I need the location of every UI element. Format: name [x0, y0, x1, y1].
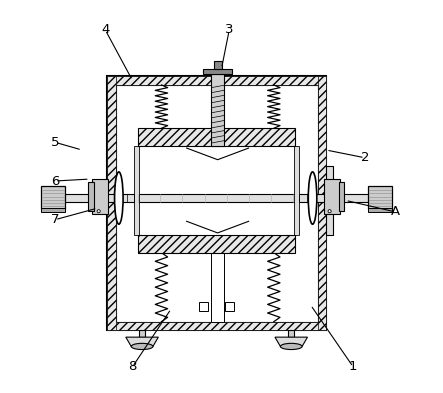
Text: 4: 4: [101, 24, 109, 37]
Ellipse shape: [328, 210, 331, 213]
Bar: [138, 128, 295, 146]
Bar: [107, 76, 326, 85]
Bar: [138, 235, 295, 253]
Text: 1: 1: [349, 360, 358, 373]
Text: 7: 7: [51, 213, 59, 226]
Bar: [225, 302, 234, 311]
Bar: [88, 182, 93, 211]
Polygon shape: [126, 337, 158, 347]
Text: 8: 8: [128, 360, 136, 373]
Bar: [107, 321, 326, 330]
Ellipse shape: [308, 172, 317, 224]
Bar: [49, 194, 386, 202]
Text: 2: 2: [361, 151, 369, 164]
Bar: [211, 74, 224, 146]
Bar: [199, 302, 208, 311]
Bar: [41, 186, 66, 209]
Bar: [324, 179, 340, 214]
Text: 5: 5: [51, 136, 59, 149]
Text: A: A: [391, 206, 400, 219]
Bar: [203, 69, 232, 74]
Bar: [139, 330, 145, 337]
Ellipse shape: [280, 343, 302, 349]
Bar: [368, 208, 392, 212]
Ellipse shape: [131, 343, 153, 349]
Bar: [338, 182, 344, 211]
Bar: [211, 253, 224, 321]
Polygon shape: [275, 337, 307, 347]
Bar: [134, 146, 140, 235]
Text: 6: 6: [51, 174, 59, 187]
Bar: [318, 76, 326, 330]
Bar: [294, 146, 299, 235]
Bar: [107, 76, 116, 330]
Bar: [116, 85, 318, 321]
Bar: [368, 186, 392, 209]
Bar: [214, 61, 222, 69]
Bar: [92, 179, 108, 214]
Ellipse shape: [97, 210, 100, 213]
Ellipse shape: [115, 172, 123, 224]
Text: 3: 3: [225, 24, 233, 37]
Bar: [326, 165, 333, 235]
Bar: [288, 330, 294, 337]
Bar: [107, 76, 326, 330]
Bar: [41, 208, 66, 212]
